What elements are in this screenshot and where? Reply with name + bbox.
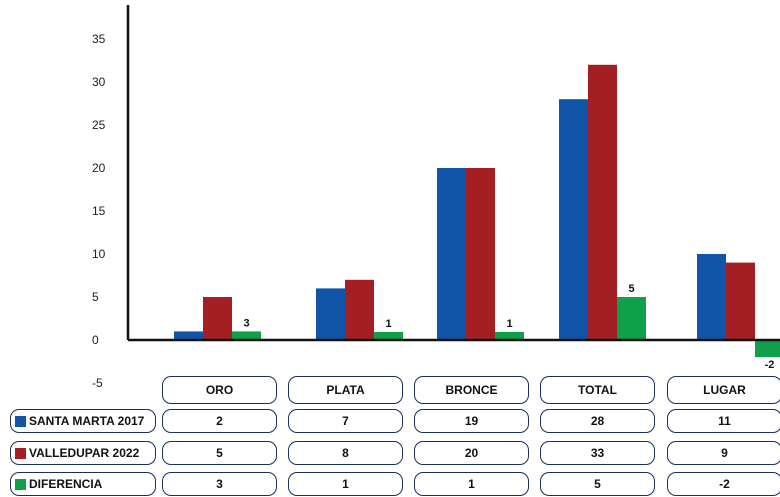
y-tick-label: 10 <box>92 247 106 261</box>
bar-diferencia-oro <box>232 331 261 340</box>
bar-diferencia-total <box>617 297 646 340</box>
y-tick-label: 25 <box>92 118 106 132</box>
table-value-cell: 5 <box>162 441 277 465</box>
table-value-cell: 11 <box>667 409 780 433</box>
table-value-cell: 8 <box>288 441 403 465</box>
table-value-cell: 2 <box>162 409 277 433</box>
y-tick-label: 30 <box>92 75 106 89</box>
bar-valledupar-2022-plata <box>345 279 374 340</box>
y-tick-label: 0 <box>92 333 99 347</box>
y-tick-label: 20 <box>92 161 106 175</box>
bar-diferencia-bronce <box>495 332 524 340</box>
legend-series-name: DIFERENCIA <box>29 477 103 491</box>
bar-valledupar-2022-oro <box>203 297 232 340</box>
table-value-cell: 9 <box>667 441 780 465</box>
data-label: 3 <box>243 317 249 329</box>
y-tick-label: 35 <box>92 32 106 46</box>
table-value-cell: 20 <box>414 441 529 465</box>
data-label: 5 <box>628 283 634 295</box>
data-label: 1 <box>506 318 512 330</box>
data-label: -2 <box>765 359 775 371</box>
table-value-cell: 5 <box>540 472 655 496</box>
legend-swatch <box>15 478 26 490</box>
bar-santa-marta-2017-bronce <box>437 168 466 340</box>
bar-diferencia-lugar <box>755 340 780 358</box>
legend-swatch <box>15 447 26 459</box>
category-header-plata: PLATA <box>288 376 403 404</box>
legend-series-name: VALLEDUPAR 2022 <box>29 446 140 460</box>
legend-series-name: SANTA MARTA 2017 <box>29 414 145 428</box>
category-header-bronce: BRONCE <box>414 376 529 404</box>
legend-row-label: SANTA MARTA 2017 <box>10 409 156 433</box>
legend-swatch <box>15 415 26 427</box>
table-value-cell: 19 <box>414 409 529 433</box>
bar-santa-marta-2017-oro <box>174 331 203 340</box>
y-tick-label: 5 <box>92 290 99 304</box>
legend-row-label: VALLEDUPAR 2022 <box>10 441 156 465</box>
table-value-cell: 1 <box>414 472 529 496</box>
y-tick-label: 15 <box>92 204 106 218</box>
category-header-lugar: LUGAR <box>667 376 780 404</box>
table-value-cell: 28 <box>540 409 655 433</box>
bar-valledupar-2022-bronce <box>466 168 495 340</box>
bar-valledupar-2022-lugar <box>726 262 755 340</box>
table-value-cell: -2 <box>667 472 780 496</box>
table-value-cell: 7 <box>288 409 403 433</box>
legend-row-label: DIFERENCIA <box>10 472 156 496</box>
category-header-total: TOTAL <box>540 376 655 404</box>
data-label: 1 <box>385 318 391 330</box>
table-value-cell: 3 <box>162 472 277 496</box>
bar-diferencia-plata <box>374 332 403 340</box>
bar-santa-marta-2017-lugar <box>697 254 726 340</box>
bar-valledupar-2022-total <box>588 64 617 341</box>
y-tick-label: -5 <box>92 376 103 390</box>
table-value-cell: 1 <box>288 472 403 496</box>
bar-santa-marta-2017-total <box>559 99 588 340</box>
bar-santa-marta-2017-plata <box>316 288 345 340</box>
category-header-oro: ORO <box>162 376 277 404</box>
table-value-cell: 33 <box>540 441 655 465</box>
